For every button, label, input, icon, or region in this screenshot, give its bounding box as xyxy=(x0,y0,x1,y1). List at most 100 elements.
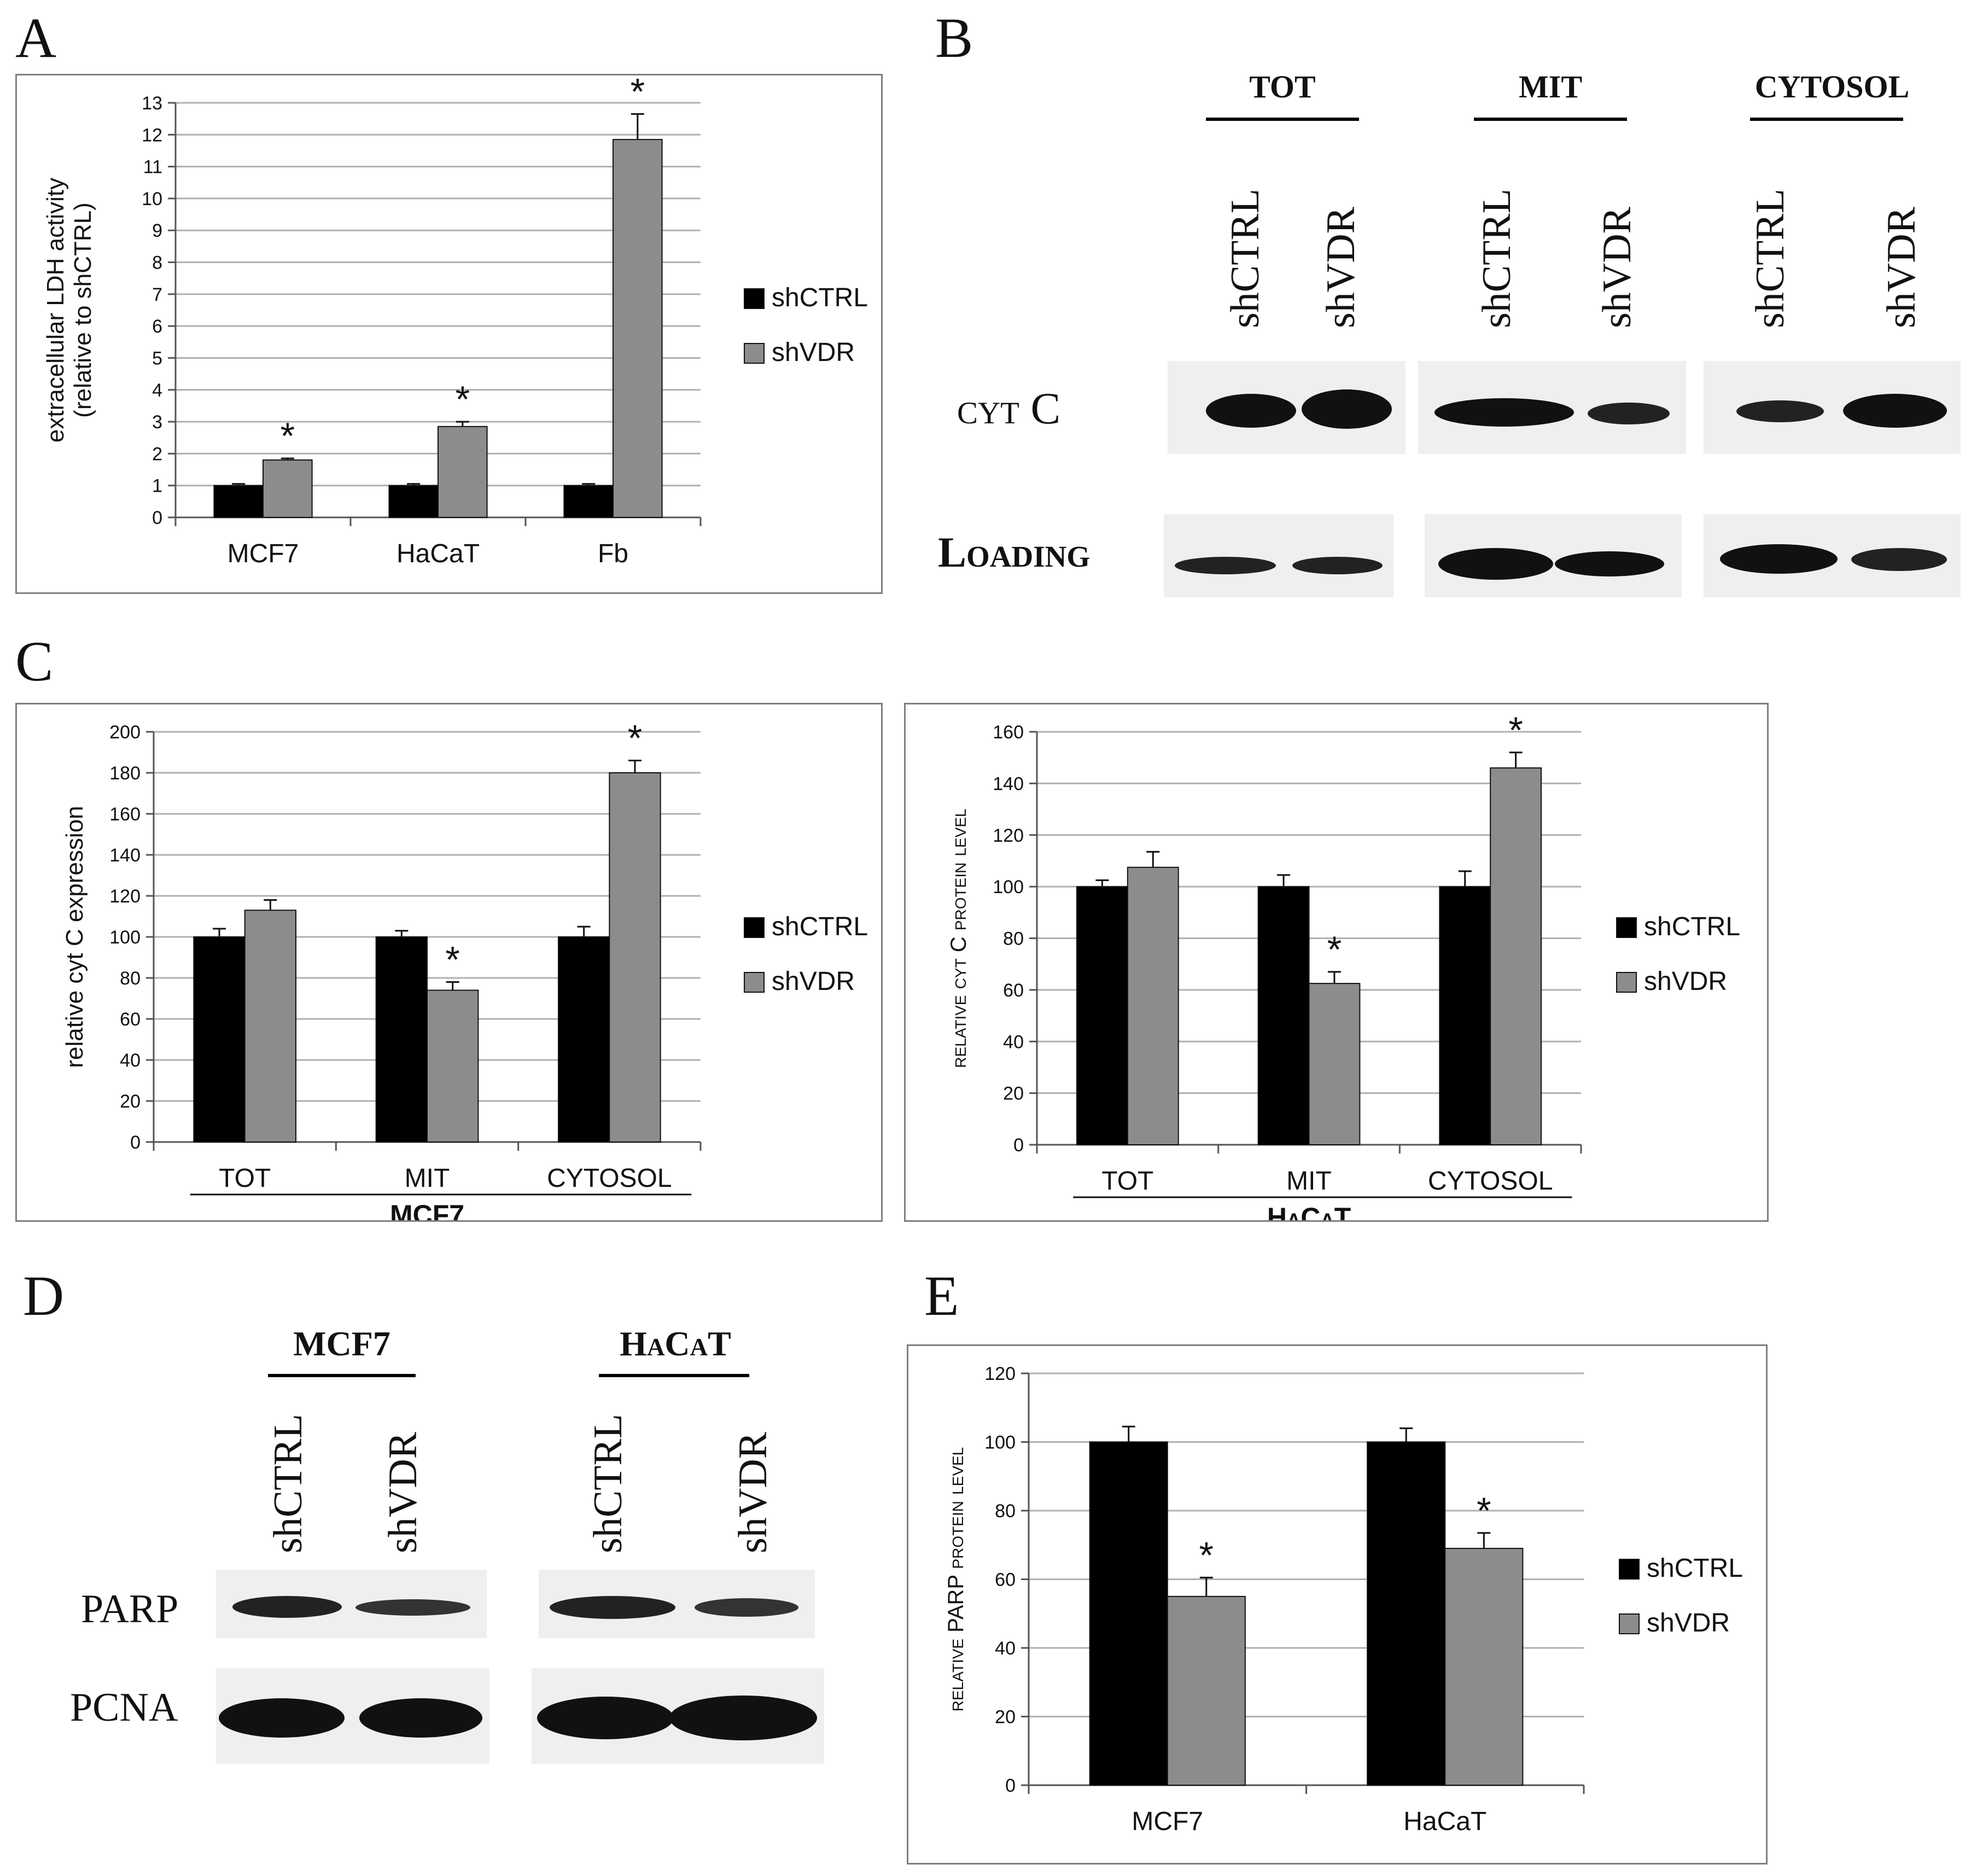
group-label: HaCaT xyxy=(1267,1202,1351,1220)
bar-shctrl xyxy=(193,936,246,1143)
x-tick-label: TOT xyxy=(219,1164,271,1193)
y-tick-label: 40 xyxy=(120,1050,141,1071)
y-tick-label: 160 xyxy=(109,804,141,825)
blot-b-group-line-mit xyxy=(1474,118,1627,121)
blot-b-strip-cytc-mit xyxy=(1418,361,1686,454)
significance-star: * xyxy=(1508,709,1523,751)
y-tick-label: 7 xyxy=(152,284,162,305)
y-tick-label: 20 xyxy=(1003,1083,1024,1104)
blot-b-band xyxy=(1843,394,1947,428)
blot-d-band xyxy=(669,1696,817,1740)
legend-label-shctrl: shCTRL xyxy=(772,912,868,941)
blot-b-group-mit: MIT xyxy=(1519,69,1582,104)
legend-label-shvdr: shVDR xyxy=(1644,967,1727,996)
blot-b-lane-mit-ctrl: shCTRL xyxy=(1474,189,1519,328)
bar-shvdr xyxy=(1167,1595,1246,1786)
bar-shvdr xyxy=(1490,767,1542,1145)
y-tick-label: 12 xyxy=(142,125,162,145)
blot-b-group-tot: TOT xyxy=(1249,69,1316,104)
y-axis-label: (relative to shCTRL) xyxy=(69,202,96,418)
bar-shvdr xyxy=(1444,1548,1524,1786)
y-tick-label: 0 xyxy=(1013,1135,1024,1156)
blot-b-lane-cyt-ctrl: shCTRL xyxy=(1748,189,1793,328)
bar-shctrl xyxy=(1367,1441,1446,1786)
x-tick-label: HaCaT xyxy=(396,539,480,568)
chart-a-svg: 012345678910111213*MCF7*HaCaT*Fbextracel… xyxy=(42,71,868,568)
blot-b-band xyxy=(1434,398,1574,427)
legend-label-shvdr: shVDR xyxy=(1647,1609,1730,1638)
bar-shctrl xyxy=(563,485,614,518)
blot-d-lane-mcf7-vdr: shVDR xyxy=(381,1431,425,1553)
y-tick-label: 140 xyxy=(109,845,141,866)
bar-shctrl xyxy=(213,485,264,518)
significance-star: * xyxy=(1199,1534,1214,1576)
y-tick-label: 1 xyxy=(152,476,162,497)
blot-b-strip-loading-cyt xyxy=(1704,514,1961,597)
y-tick-label: 5 xyxy=(152,348,162,369)
legend-swatch-shctrl xyxy=(1619,1559,1640,1580)
blot-b-group-line-tot xyxy=(1206,118,1359,121)
x-tick-label: Fb xyxy=(598,539,628,568)
bar-shvdr xyxy=(613,139,663,518)
y-tick-label: 180 xyxy=(109,763,141,784)
legend-label-shctrl: shCTRL xyxy=(1644,912,1740,941)
blot-d-band xyxy=(359,1698,482,1738)
bar-shvdr xyxy=(427,989,479,1143)
y-tick-label: 200 xyxy=(109,722,141,743)
blot-b-strip-cytc-cyt xyxy=(1704,361,1961,454)
blot-b-lane-cyt-vdr: shVDR xyxy=(1879,206,1924,328)
significance-star: * xyxy=(445,939,459,981)
y-tick-label: 120 xyxy=(993,825,1024,846)
y-tick-label: 3 xyxy=(152,412,162,433)
blot-d-group-line-hacat xyxy=(599,1374,749,1377)
blot-b-strip-loading-mit xyxy=(1425,514,1682,597)
chart-c-hacat-svg: 0 20 40 60 80 100 120 140 160 TOT * MIT * CYTOSOL HaCa… xyxy=(947,709,1740,1233)
y-tick-label: 9 xyxy=(152,220,162,241)
legend-swatch-shvdr xyxy=(1619,1613,1640,1634)
blot-b-row-cytc: cyt C xyxy=(957,383,1061,433)
chart-panel-c-mcf7: 0 20 40 60 80 100 120 140 160 180 200 TOT * MIT * CYTOS… xyxy=(15,703,883,1231)
blot-b-band xyxy=(1206,394,1296,428)
blot-b-band xyxy=(1588,403,1670,424)
blot-b-band xyxy=(1555,551,1664,576)
x-tick-label: MCF7 xyxy=(228,539,299,568)
legend-swatch-shctrl xyxy=(1616,917,1637,938)
x-tick-label: MIT xyxy=(1286,1167,1332,1196)
y-tick-label: 80 xyxy=(1003,929,1024,949)
y-tick-label: 0 xyxy=(1005,1775,1016,1796)
chart-e-svg: 0 20 40 60 80 100 120 * MCF7 * HaCaT relative PARP … xyxy=(944,1364,1743,1836)
x-tick-label: MCF7 xyxy=(1132,1807,1203,1836)
y-tick-label: 60 xyxy=(1003,980,1024,1001)
blot-b-band xyxy=(1851,548,1947,571)
y-tick-label: 10 xyxy=(142,189,162,209)
blot-d-group-line-mcf7 xyxy=(268,1374,416,1377)
blot-b-strip-cytc-tot xyxy=(1168,361,1406,454)
bar-shctrl xyxy=(558,936,610,1143)
blot-d-strip-parp-mcf7 xyxy=(216,1570,487,1638)
y-tick-label: 100 xyxy=(984,1432,1016,1453)
legend-swatch-shvdr xyxy=(1616,972,1637,993)
blot-d-band xyxy=(355,1599,470,1616)
group-label: MCF7 xyxy=(390,1199,464,1220)
y-tick-label: 11 xyxy=(143,157,162,178)
blot-b-band xyxy=(1292,557,1383,574)
y-tick-label: 120 xyxy=(984,1364,1016,1384)
chart-panel-c-hacat: 0 20 40 60 80 100 120 140 160 TOT * MIT * CYTOSOL HaCa… xyxy=(904,703,1769,1233)
y-tick-label: 140 xyxy=(993,773,1024,794)
y-tick-label: 100 xyxy=(993,877,1024,898)
chart-c-mcf7-svg: 0 20 40 60 80 100 120 140 160 180 200 TOT * MIT * CYTOS… xyxy=(61,718,868,1231)
y-tick-label: 120 xyxy=(109,886,141,907)
y-tick-label: 160 xyxy=(993,722,1024,743)
legend-swatch-shvdr xyxy=(744,972,765,993)
bar-shvdr xyxy=(263,459,313,518)
bar-shvdr xyxy=(244,910,296,1143)
y-tick-label: 20 xyxy=(995,1707,1016,1728)
legend-swatch-shctrl xyxy=(744,917,765,938)
chart-panel-e: 0 20 40 60 80 100 120 * MCF7 * HaCaT relative PARP … xyxy=(907,1344,1768,1865)
blot-d-band xyxy=(537,1697,674,1739)
y-tick-label: 2 xyxy=(152,444,162,464)
y-tick-label: 6 xyxy=(152,316,162,337)
blot-d-lane-hacat-vdr: shVDR xyxy=(731,1431,775,1553)
blot-b-lane-tot-ctrl: shCTRL xyxy=(1223,189,1268,328)
blot-d-strip-pcna-mcf7 xyxy=(216,1668,489,1764)
